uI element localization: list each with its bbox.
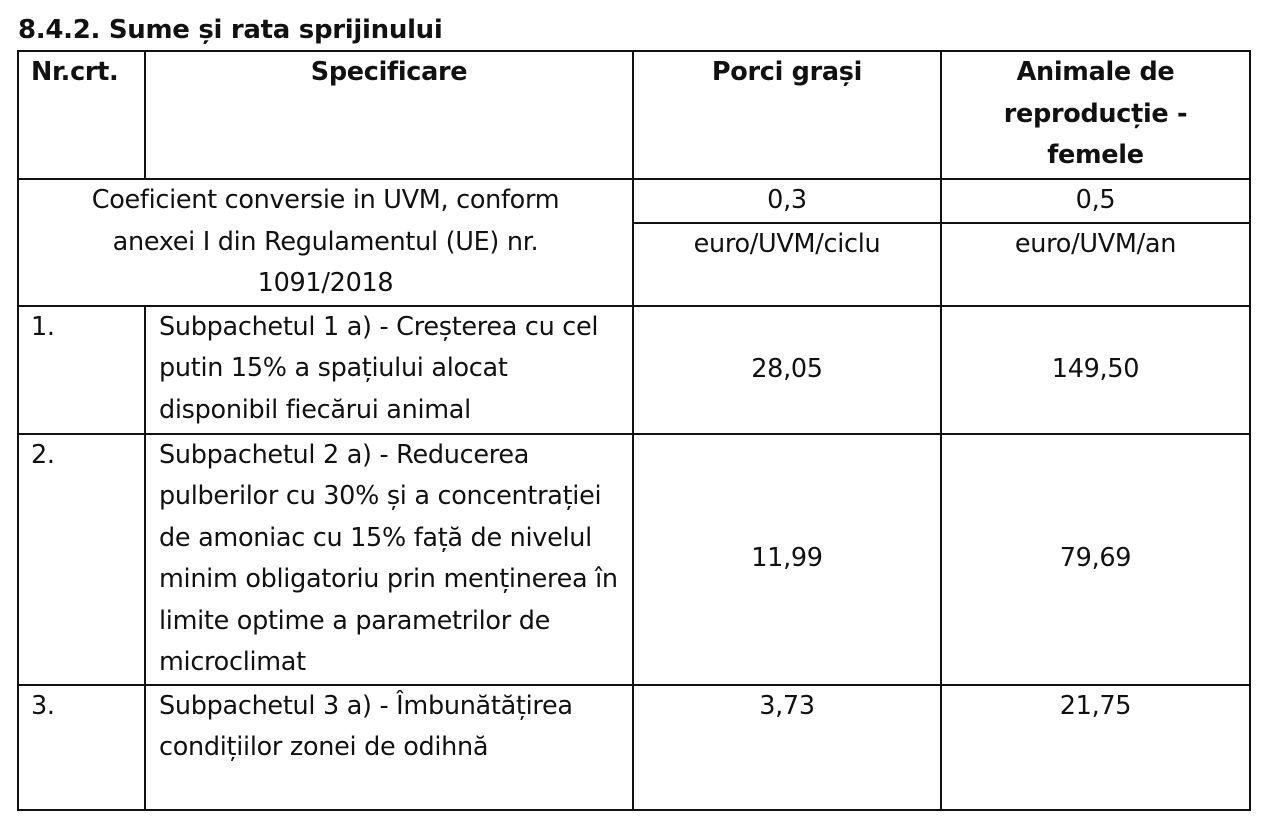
row-porci-value: 28,05 — [632, 304, 942, 435]
coefficient-animale: 0,5 — [940, 178, 1251, 224]
section-title: 8.4.2. Sume și rata sprijinului — [18, 15, 443, 45]
table-row: 3. Subpachetul 3 a) - Îmbunătățirea cond… — [17, 683, 1251, 811]
row-porci-value: 3,73 — [632, 683, 942, 811]
row-animale-value: 149,50 — [940, 304, 1251, 435]
header-porci-grasi: Porci grași — [632, 50, 942, 180]
coefficient-porci: 0,3 — [632, 178, 942, 224]
header-nr: Nr.crt. — [17, 50, 146, 180]
table-row: 1. Subpachetul 1 a) - Creșterea cu cel p… — [17, 304, 1251, 435]
coefficient-label: Coeficient conversie in UVM, conform ane… — [17, 178, 634, 307]
row-porci-value: 11,99 — [632, 432, 942, 686]
unit-animale: euro/UVM/an — [940, 221, 1251, 307]
support-rates-table: Nr.crt. Specificare Porci grași Animale … — [17, 50, 1251, 811]
row-specificare: Subpachetul 2 a) - Reducerea pulberilor … — [144, 432, 634, 686]
row-nr: 1. — [17, 304, 146, 435]
row-specificare: Subpachetul 1 a) - Creșterea cu cel puti… — [144, 304, 634, 435]
header-specificare: Specificare — [144, 50, 634, 180]
header-animale-reproductie: Animale de reproducție - femele — [940, 50, 1251, 180]
table-row: 2. Subpachetul 2 a) - Reducerea pulberil… — [17, 432, 1251, 686]
table-header-row: Nr.crt. Specificare Porci grași Animale … — [17, 50, 1251, 180]
row-animale-value: 21,75 — [940, 683, 1251, 811]
unit-row: euro/UVM/ciclu euro/UVM/an — [18, 221, 1251, 307]
unit-porci: euro/UVM/ciclu — [632, 221, 942, 307]
header-animale-label: Animale de reproducție - femele — [1003, 57, 1188, 170]
coefficient-row: Coeficient conversie in UVM, conform ane… — [17, 178, 1251, 307]
coefficient-label-text: Coeficient conversie in UVM, conform ane… — [91, 185, 560, 298]
row-nr: 2. — [17, 432, 146, 686]
row-specificare: Subpachetul 3 a) - Îmbunătățirea condiți… — [144, 683, 634, 811]
row-animale-value: 79,69 — [940, 432, 1251, 686]
row-nr: 3. — [17, 683, 146, 811]
